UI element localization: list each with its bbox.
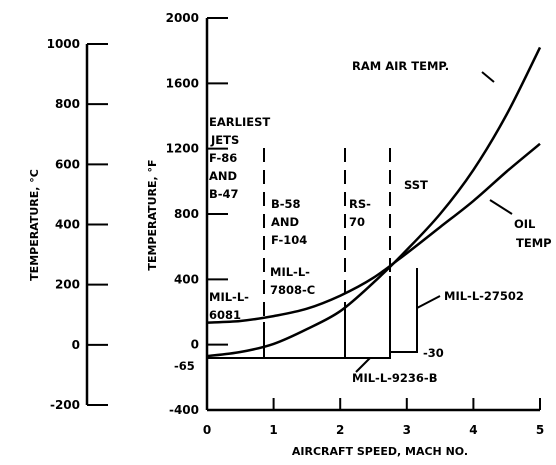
value-neg30-label: -30: [423, 346, 444, 360]
fahrenheit-tick-label: 2000: [166, 11, 199, 25]
era-earliest-line5: B-47: [209, 187, 239, 201]
celsius-axis-title: TEMPERATURE, °C: [28, 169, 41, 281]
x-ticks: 0 1 2 3 4 5: [203, 398, 544, 437]
fahrenheit-tick-label: 800: [174, 207, 199, 221]
mil-9236-label: MIL-L-9236-B: [352, 371, 437, 385]
celsius-tick-label: -200: [50, 398, 80, 412]
ram-air-temp-series-line: [206, 46, 542, 358]
fahrenheit-tick-label: 0: [191, 338, 199, 352]
ram-label-leader: [481, 71, 495, 83]
mil-6081-line1: MIL-L-: [209, 290, 249, 304]
era-earliest-line3: F-86: [209, 151, 237, 165]
mil-6081-line2: 6081: [209, 308, 241, 322]
oil-temp-series-line: [206, 142, 541, 324]
era-rs70-line2: 70: [349, 215, 365, 229]
x-axis-title: AIRCRAFT SPEED, MACH NO.: [292, 445, 468, 458]
era-sst-label: SST: [404, 178, 428, 192]
mil-27502-leader: [416, 295, 441, 309]
x-tick-label: 4: [469, 423, 477, 437]
era-b58-line3: F-104: [271, 233, 307, 247]
oil-temp-label-line1: OIL: [514, 217, 536, 231]
celsius-tick-label: 800: [55, 97, 80, 111]
era-earliest-line2: JETS: [210, 133, 239, 147]
era-b58-line2: AND: [271, 215, 299, 229]
era-earliest-line4: AND: [209, 169, 237, 183]
oil-temp-label-line2: TEMP: [516, 236, 552, 250]
x-tick-label: 3: [403, 423, 411, 437]
mil-9236-leader: [355, 357, 371, 373]
era-b58-line1: B-58: [271, 197, 301, 211]
fahrenheit-tick-label: -400: [169, 403, 199, 417]
mil-7808-line2: 7808-C: [270, 283, 315, 297]
oil-label-leader: [489, 199, 513, 215]
celsius-tick-label: 400: [55, 218, 80, 232]
fahrenheit-tick-label: 400: [174, 272, 199, 286]
x-tick-label: 1: [269, 423, 277, 437]
celsius-tick-label: 600: [55, 157, 80, 171]
celsius-tick-label: 0: [72, 338, 80, 352]
fahrenheit-tick-label: 1200: [166, 142, 199, 156]
mil-27502-label: MIL-L-27502: [444, 289, 524, 303]
x-tick-label: 0: [203, 423, 211, 437]
celsius-tick-label: 1000: [47, 37, 80, 51]
ram-air-temp-label: RAM AIR TEMP.: [352, 59, 449, 73]
era-earliest-line1: EARLIEST: [209, 115, 270, 129]
fahrenheit-axis-title: TEMPERATURE, °F: [146, 159, 159, 270]
value-neg65-label: -65: [174, 359, 195, 373]
era-rs70-line1: RS-: [349, 197, 371, 211]
celsius-ticks: -200 0 200 400 600 800 1000: [47, 37, 108, 412]
fahrenheit-ticks: -400 0 400 800 1200 1600 2000: [166, 11, 228, 417]
celsius-tick-label: 200: [55, 278, 80, 292]
spec-box-mil-27502: [390, 268, 418, 353]
mil-7808-line1: MIL-L-: [270, 265, 310, 279]
x-tick-label: 2: [336, 423, 344, 437]
fahrenheit-tick-label: 1600: [166, 76, 199, 90]
spec-box-mil-9236: [345, 276, 391, 359]
x-tick-label: 5: [536, 423, 544, 437]
